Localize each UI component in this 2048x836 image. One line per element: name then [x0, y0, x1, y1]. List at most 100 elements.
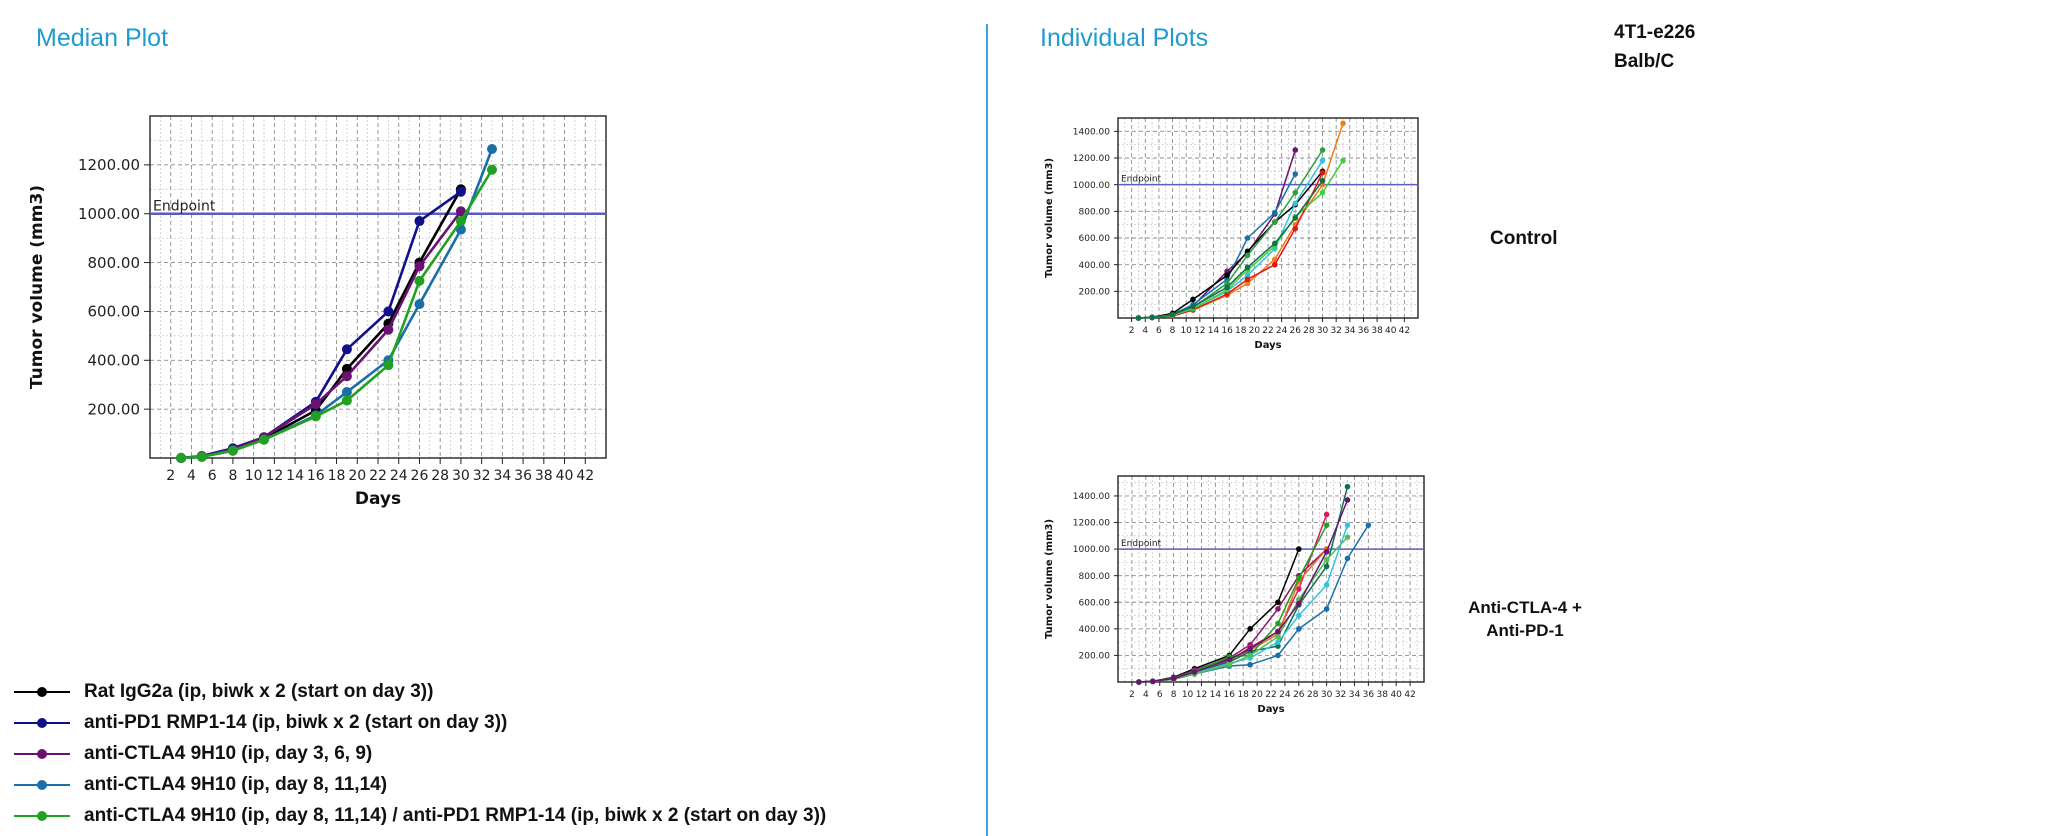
series — [1136, 497, 1351, 685]
y-tick-label: 600.00 — [1079, 234, 1111, 244]
y-tick-label: 200.00 — [1079, 287, 1111, 297]
x-tick-label: 8 — [228, 468, 237, 484]
legend-marker — [14, 779, 70, 790]
data-point — [1275, 606, 1281, 612]
panel-divider — [986, 24, 988, 836]
data-point — [1296, 600, 1302, 607]
x-tick-label: 34 — [1349, 690, 1361, 700]
x-tick-label: 12 — [1196, 690, 1207, 700]
data-point — [1319, 189, 1326, 196]
data-point — [1247, 652, 1253, 659]
y-tick-label: 600.00 — [88, 303, 141, 321]
data-point — [455, 186, 466, 197]
y-tick-label: 600.00 — [1079, 598, 1111, 608]
legend-item: anti-PD1 RMP1-14 (ip, biwk x 2 (start on… — [14, 707, 826, 738]
data-point — [1296, 586, 1302, 592]
median-legend: Rat IgG2a (ip, biwk x 2 (start on day 3)… — [14, 676, 826, 831]
series — [176, 164, 497, 463]
series-line — [1138, 499, 1349, 683]
data-point — [414, 299, 425, 310]
x-tick-label: 36 — [1363, 690, 1375, 700]
data-point — [1344, 497, 1351, 503]
data-point — [310, 399, 321, 410]
data-point — [341, 344, 352, 355]
data-point — [1292, 147, 1299, 153]
x-tick-label: 28 — [431, 468, 449, 484]
y-tick-label: 800.00 — [88, 254, 141, 272]
x-tick-label: 26 — [411, 468, 429, 484]
x-tick-label: 12 — [265, 468, 283, 484]
data-point — [1323, 548, 1330, 555]
data-point — [414, 275, 425, 286]
data-point — [1323, 556, 1330, 563]
x-tick-label: 36 — [1358, 326, 1370, 336]
x-tick-label: 32 — [1335, 690, 1346, 700]
x-tick-label: 40 — [1390, 690, 1402, 700]
x-tick-label: 24 — [1279, 690, 1291, 700]
y-axis-label: Tumor volume (mm3) — [30, 185, 47, 389]
data-point — [1319, 177, 1326, 184]
data-point — [1296, 546, 1302, 552]
y-tick-label: 1000.00 — [1073, 545, 1110, 555]
x-tick-label: 18 — [1235, 326, 1247, 336]
group-label-control: Control — [1490, 228, 1558, 249]
x-tick-label: 28 — [1307, 690, 1319, 700]
x-tick-label: 14 — [1210, 690, 1222, 700]
y-tick-label: 800.00 — [1079, 572, 1111, 582]
data-point — [1275, 652, 1281, 659]
x-tick-label: 10 — [1180, 326, 1192, 336]
x-axis-label: Days — [1254, 340, 1281, 351]
x-tick-label: 20 — [348, 468, 366, 484]
data-point — [1190, 303, 1196, 310]
y-axis-label: Tumor volume (mm3) — [1044, 158, 1055, 278]
y-tick-label: 1200.00 — [1073, 154, 1110, 164]
legend-marker — [14, 748, 70, 759]
data-point — [1191, 669, 1198, 675]
data-point — [1247, 661, 1253, 668]
data-point — [1344, 522, 1351, 528]
y-tick-label: 400.00 — [1079, 261, 1111, 271]
data-point — [1247, 626, 1253, 632]
x-tick-label: 22 — [1262, 326, 1273, 336]
x-tick-label: 18 — [328, 468, 346, 484]
legend-label: anti-CTLA4 9H10 (ip, day 3, 6, 9) — [84, 742, 373, 764]
x-tick-label: 10 — [245, 468, 263, 484]
data-point — [1296, 612, 1302, 619]
data-point — [1296, 575, 1302, 582]
x-tick-label: 26 — [1290, 326, 1302, 336]
x-tick-label: 28 — [1303, 326, 1315, 336]
data-point — [1224, 291, 1230, 297]
y-tick-label: 1000.00 — [78, 205, 140, 223]
data-point — [1323, 606, 1330, 612]
median-chart: 2 4 6 8 10 12 14 16 18 20 22 24 26 28 30 32 34 36 38 40 4220… — [30, 115, 607, 509]
data-point — [1275, 639, 1281, 645]
control-chart: 2 4 6 8 10 12 14 16 18 20 22 24 26 28 30 32 34 36 38 40 4220… — [1044, 117, 1419, 351]
data-point — [383, 360, 394, 371]
legend-marker — [14, 686, 70, 697]
data-point — [1296, 626, 1302, 632]
data-point — [1292, 215, 1299, 221]
x-tick-label: 16 — [1224, 690, 1236, 700]
x-tick-label: 14 — [1208, 326, 1220, 336]
data-point — [341, 363, 352, 374]
y-tick-label: 200.00 — [88, 400, 141, 418]
data-point — [341, 387, 352, 398]
data-point — [1135, 315, 1142, 321]
x-tick-label: 32 — [473, 468, 491, 484]
x-tick-label: 22 — [369, 468, 387, 484]
data-point — [1340, 120, 1346, 127]
data-point — [1292, 225, 1299, 232]
data-point — [487, 143, 497, 154]
data-point — [1226, 656, 1233, 663]
data-point — [1323, 522, 1330, 528]
endpoint-label: Endpoint — [1121, 175, 1162, 185]
x-tick-label: 42 — [1404, 690, 1415, 700]
x-tick-label: 4 — [1143, 690, 1149, 700]
data-point — [341, 371, 352, 382]
combo-line-2: Anti-PD-1 — [1486, 621, 1564, 640]
model-label: 4T1-e226 Balb/C — [1614, 18, 1695, 76]
legend-marker — [14, 810, 70, 821]
endpoint-label: Endpoint — [153, 199, 216, 215]
data-point — [1170, 675, 1177, 682]
x-tick-label: 2 — [1129, 690, 1135, 700]
